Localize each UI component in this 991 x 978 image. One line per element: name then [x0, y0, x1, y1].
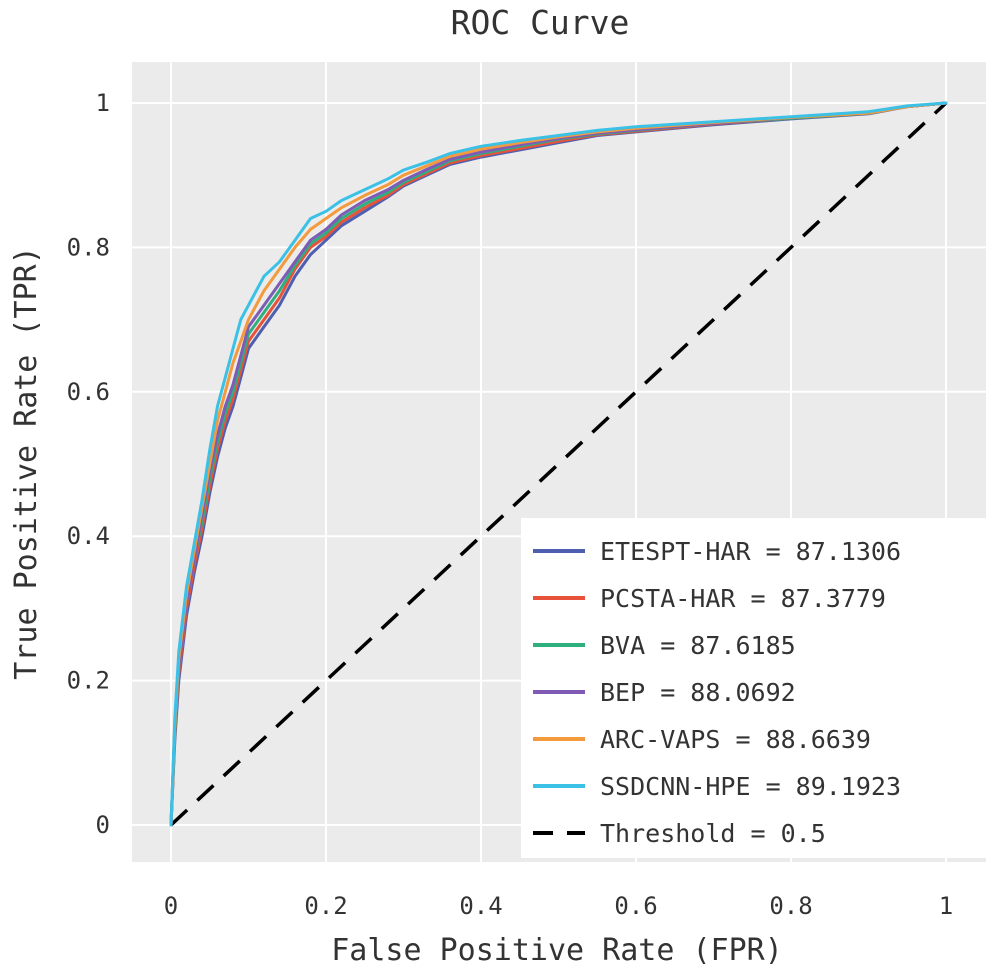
series-line-5	[169, 101, 948, 827]
legend-label-4: ARC-VAPS = 88.6639	[600, 725, 871, 754]
legend-label-1: PCSTA-HAR = 87.3779	[600, 584, 886, 613]
threshold-line	[169, 101, 948, 827]
grid-lines	[132, 62, 986, 862]
x-tick-label: 0.8	[769, 892, 812, 920]
x-axis-label: False Positive Rate (FPR)	[331, 933, 783, 968]
x-tick-label: 0.6	[614, 892, 657, 920]
y-tick-label: 0.8	[67, 233, 110, 261]
legend-label-2: BVA = 87.6185	[600, 631, 796, 660]
y-axis-label: True Positive Rate (TPR)	[9, 246, 44, 679]
x-tick-label: 0.4	[459, 892, 502, 920]
legend-label-3: BEP = 88.0692	[600, 678, 796, 707]
y-tick-labels: 0 0.2 0.4 0.6 0.8 1	[67, 89, 110, 839]
legend-label-6: Threshold = 0.5	[600, 819, 826, 848]
x-tick-label: 0.2	[304, 892, 347, 920]
y-tick-label: 1	[96, 89, 110, 117]
x-tick-label: 1	[939, 892, 953, 920]
legend-label-0: ETESPT-HAR = 87.1306	[600, 537, 901, 566]
series-layer	[169, 101, 948, 827]
threshold-layer	[169, 101, 948, 827]
chart-title: ROC Curve	[451, 3, 630, 42]
y-tick-label: 0	[96, 811, 110, 839]
legend-label-5: SSDCNN-HPE = 89.1923	[600, 772, 901, 801]
y-tick-label: 0.2	[67, 667, 110, 695]
x-tick-labels: 0 0.2 0.4 0.6 0.8 1	[164, 892, 953, 920]
legend: ETESPT-HAR = 87.1306 PCSTA-HAR = 87.3779 B…	[521, 518, 986, 858]
y-tick-label: 0.4	[67, 522, 110, 550]
legend-box	[521, 518, 986, 858]
y-tick-label: 0.6	[67, 378, 110, 406]
x-tick-label: 0	[164, 892, 178, 920]
